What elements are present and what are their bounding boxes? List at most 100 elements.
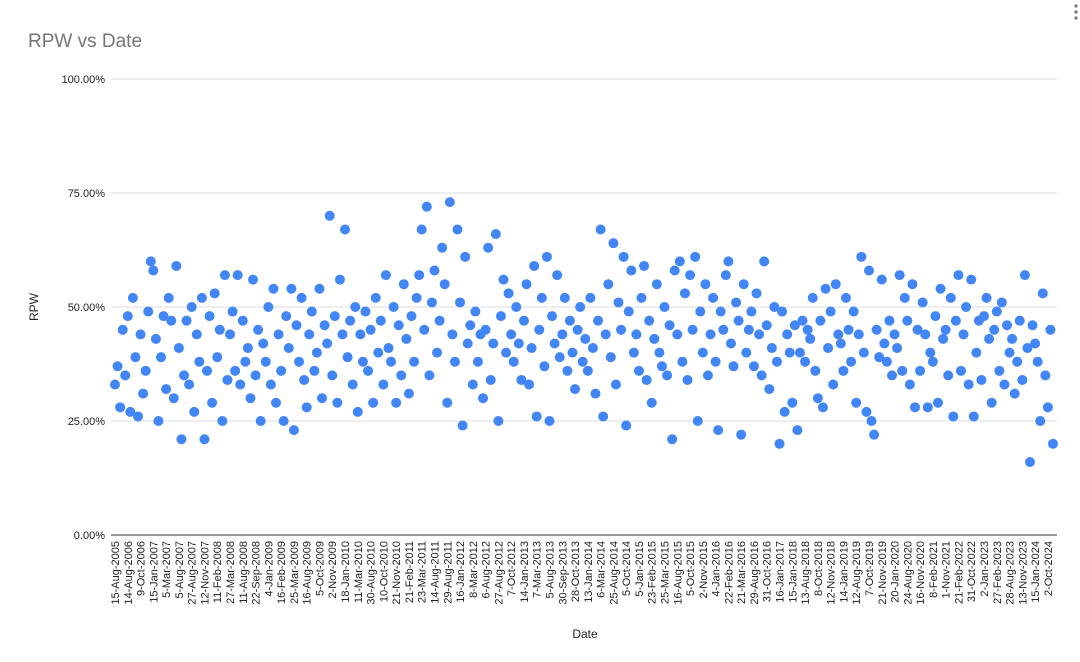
point: [639, 260, 650, 271]
point: [184, 379, 195, 390]
point: [541, 251, 552, 262]
x-tick-label: 24-Aug-2020: [902, 541, 914, 605]
point: [950, 315, 961, 326]
point: [784, 347, 795, 358]
point: [460, 251, 471, 262]
point: [462, 338, 473, 349]
point: [501, 347, 512, 358]
y-tick-label: 0.00%: [74, 530, 105, 542]
point: [807, 292, 818, 303]
point: [138, 388, 149, 399]
point: [1037, 288, 1048, 299]
point: [1048, 438, 1058, 449]
point: [386, 356, 397, 367]
point: [342, 352, 353, 363]
point: [529, 260, 540, 271]
point: [345, 315, 356, 326]
point: [871, 324, 882, 335]
point: [524, 379, 535, 390]
point: [777, 306, 788, 317]
point: [567, 347, 578, 358]
point: [932, 397, 943, 408]
point: [718, 324, 729, 335]
point: [242, 343, 253, 354]
point: [434, 315, 445, 326]
y-tick-label: 25.00%: [68, 416, 106, 428]
x-tick-label: 22-Feb-2016: [723, 541, 735, 604]
point: [628, 347, 639, 358]
point: [805, 333, 816, 344]
point: [534, 324, 545, 335]
point: [603, 279, 614, 290]
point: [273, 329, 284, 340]
point: [426, 297, 437, 308]
point: [217, 416, 228, 426]
point: [840, 292, 851, 303]
point: [892, 343, 903, 354]
point: [881, 356, 892, 367]
point: [682, 374, 693, 385]
point: [782, 329, 793, 340]
point: [690, 251, 701, 262]
menu-dot[interactable]: [1074, 4, 1078, 8]
point: [764, 384, 775, 395]
point: [227, 306, 238, 317]
point: [219, 270, 230, 281]
point: [935, 283, 946, 294]
point: [447, 329, 458, 340]
point: [202, 365, 213, 376]
menu-dot[interactable]: [1074, 16, 1078, 20]
x-tick-label: 27-Mar-2008: [225, 541, 237, 604]
x-tick-label: 30-Aug-2010: [366, 541, 378, 605]
point: [503, 288, 514, 299]
point: [130, 352, 141, 363]
point: [158, 311, 169, 322]
point: [815, 315, 826, 326]
x-tick-label: 6-Aug-2012: [481, 541, 493, 599]
point: [1001, 320, 1012, 331]
point: [697, 347, 708, 358]
point: [396, 370, 407, 381]
point: [851, 397, 862, 408]
point: [317, 393, 328, 404]
point: [631, 329, 642, 340]
point: [738, 279, 749, 290]
point: [250, 370, 261, 381]
point: [966, 274, 977, 285]
point: [769, 302, 780, 312]
point: [971, 347, 982, 358]
point: [636, 292, 647, 303]
point: [432, 347, 443, 358]
point: [580, 333, 591, 344]
point: [248, 274, 259, 285]
point: [380, 270, 391, 281]
point: [536, 292, 547, 303]
x-tick-label: 13-Nov-2023: [1017, 541, 1029, 605]
point: [465, 320, 476, 331]
point: [927, 356, 938, 367]
point: [168, 393, 179, 404]
point: [186, 302, 197, 312]
x-tick-label: 12-Aug-2019: [851, 541, 863, 605]
x-tick-label: 11-Aug-2008: [238, 541, 250, 604]
point: [1007, 333, 1018, 344]
point: [383, 343, 394, 354]
point: [237, 315, 248, 326]
menu-dot[interactable]: [1074, 10, 1078, 14]
point: [276, 365, 287, 376]
x-tick-label: 27-Aug-2007: [187, 541, 199, 605]
x-tick-label: 9-Oct-2006: [136, 541, 148, 596]
point: [552, 270, 563, 281]
point: [759, 256, 770, 267]
point: [938, 333, 949, 344]
x-tick-label: 27-Aug-2012: [493, 541, 505, 605]
x-tick-label: 7-Oct-2019: [864, 541, 876, 596]
x-tick-label: 16-Aug-2009: [302, 541, 314, 605]
x-tick-label: 5-Jan-2015: [634, 541, 646, 597]
point: [414, 270, 425, 281]
point: [978, 311, 989, 322]
point: [393, 320, 404, 331]
point: [869, 429, 880, 440]
point: [710, 356, 721, 367]
point: [948, 411, 959, 422]
